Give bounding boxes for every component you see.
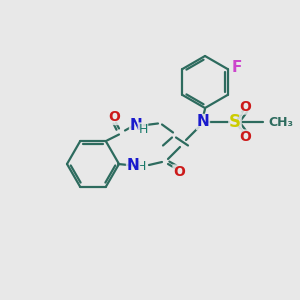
Text: CH₃: CH₃ [268, 116, 293, 128]
Text: F: F [231, 61, 242, 76]
Text: S: S [229, 113, 241, 131]
Text: O: O [239, 100, 251, 114]
Text: N: N [196, 115, 209, 130]
Text: O: O [239, 130, 251, 144]
Text: O: O [108, 110, 120, 124]
Text: O: O [173, 165, 185, 179]
Text: N: N [127, 158, 140, 173]
Text: N: N [130, 118, 142, 133]
Text: H: H [138, 123, 148, 136]
Text: H: H [136, 160, 146, 172]
